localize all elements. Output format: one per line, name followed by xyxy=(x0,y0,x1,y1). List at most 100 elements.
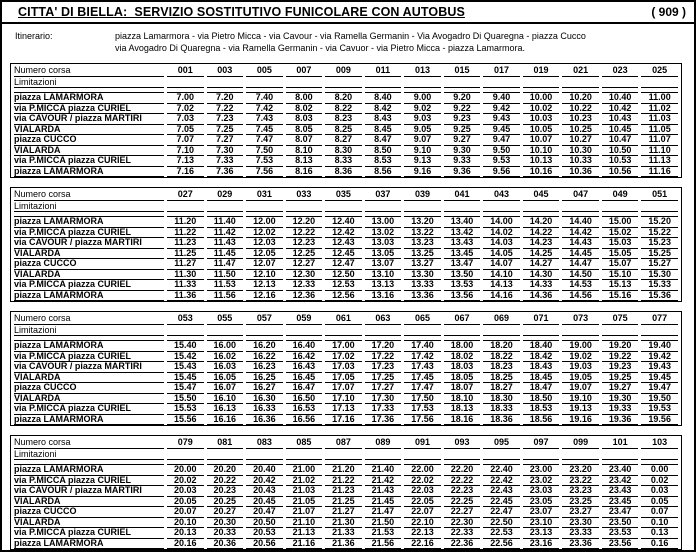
page-title: CITTA' DI BIELLA: SERVIZIO SOSTITUTIVO F… xyxy=(18,4,465,19)
trip-number: 073 xyxy=(562,312,599,325)
departure-time: 20.00 xyxy=(167,465,204,476)
departure-time: 16.00 xyxy=(206,341,244,352)
departure-time: 18.56 xyxy=(522,415,560,425)
departure-time: 20.23 xyxy=(206,486,244,497)
trip-number: 099 xyxy=(562,436,599,449)
departure-time: 7.47 xyxy=(246,135,283,146)
stop-row: piazza CUCCO 7.07 7.27 7.47 8.07 8.27 8.47 9.07… xyxy=(14,135,678,146)
limitation-cell xyxy=(206,449,244,460)
spacer-cell xyxy=(246,212,283,217)
departure-time: 15.25 xyxy=(641,249,678,259)
stop-name: piazza LAMARMORA xyxy=(14,415,164,425)
departure-time: 9.00 xyxy=(404,93,441,104)
trip-number: 101 xyxy=(601,436,639,449)
departure-time: 10.45 xyxy=(601,125,639,135)
spacer-cell xyxy=(14,212,164,217)
departure-time: 0.03 xyxy=(641,486,678,497)
departure-time: 22.25 xyxy=(443,497,481,507)
departure-time: 19.36 xyxy=(601,415,639,425)
departure-time: 21.40 xyxy=(364,465,402,476)
departure-time: 17.47 xyxy=(404,383,441,394)
stop-row: piazza LAMARMORA 15.56 16.16 16.36 16.56 17.1… xyxy=(14,415,678,425)
departure-time: 19.47 xyxy=(641,383,678,394)
trip-numbers-row: Numero corsa 053 055 057 059 061 063 065 067 069 0… xyxy=(14,312,678,325)
departure-time: 9.07 xyxy=(404,135,441,146)
spacer-cell xyxy=(562,336,599,341)
departure-time: 22.13 xyxy=(404,528,441,539)
departure-time: 19.13 xyxy=(562,404,599,415)
departure-time: 9.30 xyxy=(443,146,481,156)
trip-header-label: Numero corsa xyxy=(14,436,164,449)
departure-time: 8.03 xyxy=(285,114,323,125)
trip-number: 049 xyxy=(601,188,639,201)
departure-time: 11.22 xyxy=(167,228,204,238)
limitation-cell xyxy=(601,449,639,460)
departure-time: 18.02 xyxy=(443,352,481,362)
departure-time: 7.42 xyxy=(246,104,283,114)
departure-time: 20.27 xyxy=(206,507,244,518)
trip-number: 001 xyxy=(167,64,204,77)
departure-time: 18.47 xyxy=(522,383,560,394)
departure-time: 16.20 xyxy=(246,341,283,352)
departure-time: 18.20 xyxy=(483,341,520,352)
departure-time: 7.02 xyxy=(167,104,204,114)
departure-time: 15.07 xyxy=(601,259,639,270)
timetable-table: Numero corsa 027 029 031 033 035 037 039 041 043 0… xyxy=(11,188,681,301)
departure-time: 9.23 xyxy=(443,114,481,125)
stop-name: piazza LAMARMORA xyxy=(14,341,164,352)
stop-row: via P.MICCA piazza CURIEL 20.13 20.33 20.53… xyxy=(14,528,678,539)
departure-time: 18.33 xyxy=(483,404,520,415)
departure-time: 20.07 xyxy=(167,507,204,518)
trip-number: 011 xyxy=(364,64,402,77)
departure-time: 13.10 xyxy=(364,270,402,280)
departure-time: 15.56 xyxy=(167,415,204,425)
spacer-cell xyxy=(364,88,402,93)
departure-time: 13.13 xyxy=(364,280,402,291)
departure-time: 17.53 xyxy=(404,404,441,415)
stop-row: via P.MICCA piazza CURIEL 11.22 11.42 12.02… xyxy=(14,228,678,238)
departure-time: 7.43 xyxy=(246,114,283,125)
departure-time: 15.40 xyxy=(167,341,204,352)
stop-name: piazza CUCCO xyxy=(14,135,164,146)
departure-time: 18.13 xyxy=(443,404,481,415)
limitation-cell xyxy=(601,201,639,212)
trip-number: 019 xyxy=(522,64,560,77)
spacer-cell xyxy=(641,460,678,465)
departure-time: 16.33 xyxy=(246,404,283,415)
departure-time: 21.13 xyxy=(285,528,323,539)
stop-row: via CAVOUR / piazza MARTIRI 7.03 7.23 7.43 8… xyxy=(14,114,678,125)
departure-time: 17.45 xyxy=(404,373,441,383)
departure-time: 8.53 xyxy=(364,156,402,167)
departure-time: 20.56 xyxy=(246,539,283,549)
departure-time: 23.53 xyxy=(601,528,639,539)
departure-time: 21.36 xyxy=(325,539,362,549)
spacer-cell xyxy=(246,88,283,93)
departure-time: 15.05 xyxy=(601,249,639,259)
spacer-cell xyxy=(601,88,639,93)
departure-time: 0.02 xyxy=(641,476,678,486)
spacer-cell xyxy=(562,88,599,93)
departure-time: 13.30 xyxy=(404,270,441,280)
spacer-cell xyxy=(641,212,678,217)
trip-number: 087 xyxy=(325,436,362,449)
departure-time: 23.42 xyxy=(601,476,639,486)
stop-row: VIALARDA 20.10 20.30 20.50 21.10 21.30 21.50 22… xyxy=(14,518,678,528)
departure-time: 22.03 xyxy=(404,486,441,497)
trip-number: 043 xyxy=(483,188,520,201)
departure-time: 21.42 xyxy=(364,476,402,486)
departure-time: 15.50 xyxy=(167,394,204,404)
departure-time: 18.00 xyxy=(443,341,481,352)
departure-time: 14.56 xyxy=(562,291,599,301)
departure-time: 20.16 xyxy=(167,539,204,549)
stop-name: piazza CUCCO xyxy=(14,383,164,394)
departure-time: 14.10 xyxy=(483,270,520,280)
departure-time: 12.43 xyxy=(325,238,362,249)
departure-time: 11.36 xyxy=(167,291,204,301)
departure-time: 11.50 xyxy=(206,270,244,280)
spacer-row xyxy=(14,212,678,217)
departure-time: 10.47 xyxy=(601,135,639,146)
departure-time: 11.16 xyxy=(641,167,678,177)
departure-time: 22.33 xyxy=(443,528,481,539)
departure-time: 12.27 xyxy=(285,259,323,270)
departure-time: 9.02 xyxy=(404,104,441,114)
